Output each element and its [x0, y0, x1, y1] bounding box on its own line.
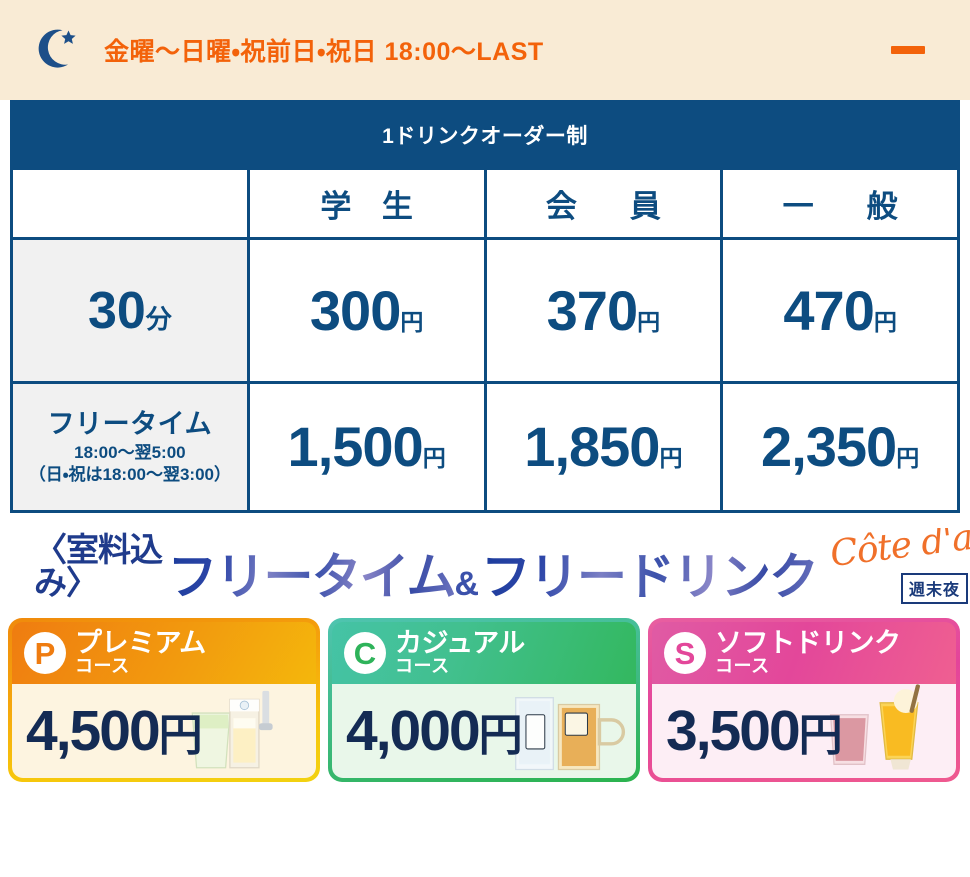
row-label-freetime-hours: 18:00〜翌5:00: [74, 443, 186, 463]
price-value: 1,500: [287, 415, 424, 478]
price-unit: 円: [400, 308, 424, 335]
row-label-30min-unit: 分: [145, 303, 172, 334]
accordion-header[interactable]: 金曜〜日曜・祝前日・祝日 18:00〜LAST: [0, 0, 970, 100]
price-cell-general-30min: 470円: [720, 237, 960, 384]
course-price-yen: 円: [798, 710, 843, 760]
column-header-student: 学 生: [246, 167, 487, 240]
banner-script-wrap: Côte d'azur! 週末夜: [828, 528, 970, 604]
price-unit: 円: [422, 445, 446, 471]
row-label-30min: 30分: [10, 237, 250, 384]
course-card-body: 4,000円: [332, 684, 636, 778]
column-header-blank: [10, 167, 250, 240]
table-caption: 1ドリンクオーダー制: [10, 100, 960, 170]
price-cell-member-30min: 370円: [483, 237, 724, 384]
price-cell-student-freetime: 1,500円: [246, 381, 487, 513]
price-unit: 円: [873, 308, 897, 335]
price-value: 2,350: [761, 415, 897, 478]
course-card-body: 4,500円: [12, 684, 316, 778]
table-header-row: 学 生 会 員 一 般: [10, 167, 960, 240]
course-suffix: コース: [75, 656, 130, 677]
price-table: 1ドリンクオーダー制 学 生 会 員 一 般 30分 300円 370円 470…: [10, 100, 960, 513]
course-header-text: カジュアル コース: [395, 627, 525, 677]
course-card-header: C カジュアル コース: [332, 622, 636, 684]
course-card-inner: S ソフトドリンク コース: [652, 622, 956, 778]
price-unit: 円: [896, 445, 920, 471]
accordion-title: 金曜〜日曜・祝前日・祝日 18:00〜LAST: [104, 38, 544, 66]
course-price: 3,500円: [666, 702, 843, 760]
course-header-text: ソフトドリンク コース: [715, 627, 901, 677]
price-cell-student-30min: 300円: [246, 237, 487, 384]
crescent-moon-star-icon: [30, 24, 82, 76]
price-value: 300: [309, 278, 401, 342]
row-label-freetime: フリータイム 18:00〜翌5:00 （日・祝は18:00〜翌3:00）: [10, 381, 250, 513]
banner-row: 〈室料込み〉 フリータイム & フリードリンク Côte d'azur! 週末夜: [0, 528, 970, 604]
course-card-casual[interactable]: C カジュアル コース: [328, 618, 640, 782]
table-caption-row: 1ドリンクオーダー制: [10, 100, 960, 170]
banner-room-included: 〈室料込み〉: [34, 531, 163, 601]
freetime-banner: 〈室料込み〉 フリータイム & フリードリンク Côte d'azur! 週末夜: [0, 528, 970, 626]
course-price: 4,000円: [346, 702, 523, 760]
price-cell-member-freetime: 1,850円: [483, 381, 724, 513]
course-price: 4,500円: [26, 702, 203, 760]
price-value: 1,850: [524, 415, 660, 478]
minus-icon[interactable]: [891, 46, 925, 54]
price-unit: 円: [637, 308, 661, 335]
course-price-yen: 円: [158, 710, 203, 760]
course-card-soft-drink[interactable]: S ソフトドリンク コース: [648, 618, 960, 782]
course-badge-icon: C: [344, 632, 386, 674]
course-price-value: 4,000: [346, 698, 481, 763]
course-price-yen: 円: [478, 710, 523, 760]
table-row: 30分 300円 370円 470円: [10, 237, 960, 384]
row-label-30min-number: 30: [87, 281, 146, 340]
course-name: ソフトドリンク: [715, 627, 901, 658]
table-row: フリータイム 18:00〜翌5:00 （日・祝は18:00〜翌3:00） 1,5…: [10, 381, 960, 513]
price-cell-general-freetime: 2,350円: [720, 381, 960, 513]
course-price-value: 3,500: [666, 698, 801, 763]
price-unit: 円: [659, 445, 683, 471]
banner-ampersand: &: [454, 565, 480, 603]
course-header-text: プレミアム コース: [75, 627, 206, 677]
price-value: 470: [783, 278, 874, 342]
course-card-header: P プレミアム コース: [12, 622, 316, 684]
course-card-inner: P プレミアム コース: [12, 622, 316, 778]
course-card-list: P プレミアム コース: [8, 618, 962, 782]
course-suffix: コース: [715, 656, 770, 677]
banner-brand-script: Côte d'azur!: [828, 528, 970, 575]
course-name: カジュアル: [395, 627, 525, 658]
course-card-inner: C カジュアル コース: [332, 622, 636, 778]
price-table-wrapper: 1ドリンクオーダー制 学 生 会 員 一 般 30分 300円 370円 470…: [10, 100, 960, 513]
row-label-freetime-note: （日・祝は18:00〜翌3:00）: [28, 464, 232, 484]
row-label-freetime-title: フリータイム: [47, 409, 213, 440]
course-card-premium[interactable]: P プレミアム コース: [8, 618, 320, 782]
row-label-30min-text: 30分: [13, 285, 247, 337]
course-suffix: コース: [395, 656, 450, 677]
banner-title-left: フリータイム: [167, 549, 456, 605]
course-price-value: 4,500: [26, 698, 161, 763]
column-header-member: 会 員: [483, 167, 724, 240]
course-card-body: 3,500円: [652, 684, 956, 778]
course-card-header: S ソフトドリンク コース: [652, 622, 956, 684]
course-badge-icon: P: [24, 632, 66, 674]
course-name: プレミアム: [75, 627, 206, 658]
banner-weekend-night-tag: 週末夜: [900, 573, 968, 604]
course-badge-icon: S: [664, 632, 706, 674]
price-value: 370: [546, 278, 638, 342]
column-header-general: 一 般: [720, 167, 960, 240]
banner-title-right: フリードリンク: [481, 549, 819, 605]
